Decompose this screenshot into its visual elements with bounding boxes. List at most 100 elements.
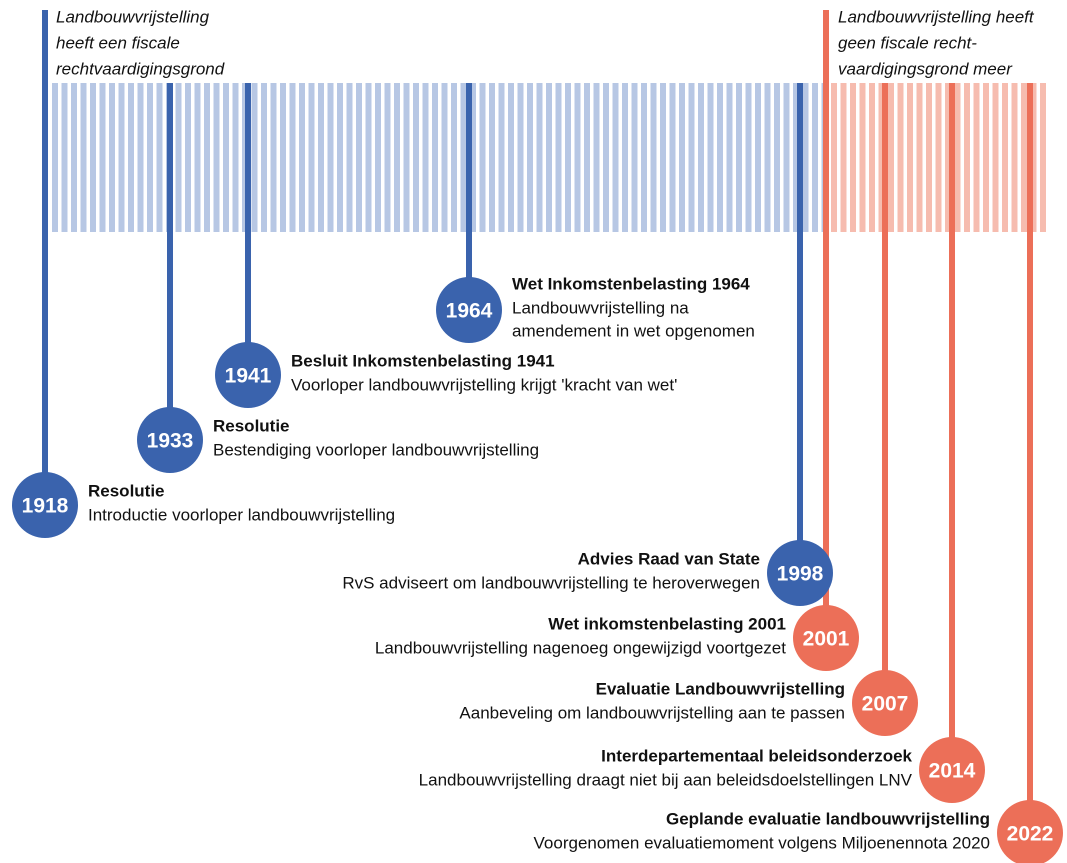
stripe [945, 83, 951, 232]
stripe [337, 83, 343, 232]
stripe [650, 83, 657, 232]
timeline-line [42, 10, 48, 505]
stripe [52, 83, 58, 232]
stripe [964, 83, 970, 232]
stripe [897, 83, 904, 232]
event-description: Bestendiging voorloper landbouwvrijstell… [213, 440, 539, 459]
event-title: Resolutie [213, 416, 290, 435]
stripe [489, 83, 495, 232]
event-description: RvS adviseert om landbouwvrijstelling te… [342, 573, 760, 592]
stripe [137, 83, 144, 232]
stripe [840, 83, 847, 232]
event-title: Besluit Inkomstenbelasting 1941 [291, 351, 555, 370]
stripe [888, 83, 894, 232]
stripe [147, 83, 153, 232]
stripe [1021, 83, 1027, 232]
annotation: Landbouwvrijstelling heeft [838, 7, 1035, 26]
stripe [783, 83, 790, 232]
year-label: 2007 [862, 693, 909, 716]
stripe [517, 83, 524, 232]
event-title: Wet inkomstenbelasting 2001 [548, 614, 786, 633]
year-circle [12, 472, 78, 538]
timeline-line [797, 83, 803, 573]
year-label: 1918 [22, 495, 69, 518]
event-title: Resolutie [88, 481, 165, 500]
stripe [299, 83, 305, 232]
annotation: Landbouwvrijstelling [56, 7, 210, 26]
event-description: Landbouwvrijstelling na [512, 298, 689, 317]
stripe [413, 83, 419, 232]
event-description: Voorgenomen evaluatiemoment volgens Milj… [534, 833, 990, 852]
event-description: Voorloper landbouwvrijstelling krijgt 'k… [291, 375, 677, 394]
event-title: Wet Inkomstenbelasting 1964 [512, 274, 750, 293]
event-description: Landbouwvrijstelling nagenoeg ongewijzig… [375, 638, 786, 657]
event-title: Evaluatie Landbouwvrijstelling [596, 679, 845, 698]
stripe [793, 83, 799, 232]
stripe [764, 83, 771, 232]
event-description: Introductie voorloper landbouwvrijstelli… [88, 505, 395, 524]
stripe [669, 83, 676, 232]
stripe [935, 83, 942, 232]
stripe [641, 83, 647, 232]
stripe [403, 83, 410, 232]
stripe [308, 83, 315, 232]
stripe [318, 83, 324, 232]
year-label: 2014 [929, 760, 976, 783]
stripe [688, 83, 695, 232]
stripe [726, 83, 733, 232]
stripe [71, 83, 77, 232]
stripe [394, 83, 400, 232]
year-label: 1964 [446, 300, 493, 323]
stripe [698, 83, 704, 232]
stripe [261, 83, 267, 232]
stripe [327, 83, 334, 232]
stripe [983, 83, 989, 232]
stripe [593, 83, 600, 232]
stripe [80, 83, 87, 232]
stripe [270, 83, 277, 232]
annotation: heeft een fiscale [56, 33, 180, 52]
year-circle [436, 277, 502, 343]
stripe [118, 83, 125, 232]
year-circle [919, 737, 985, 803]
timeline-line [167, 83, 173, 440]
stripe [584, 83, 590, 232]
stripe [717, 83, 723, 232]
year-circle [852, 670, 918, 736]
stripe [356, 83, 362, 232]
stripe [213, 83, 220, 232]
event-description: Aanbeveling om landbouwvrijstelling aan … [459, 703, 845, 722]
stripe [251, 83, 258, 232]
stripe [546, 83, 552, 232]
year-circle [215, 342, 281, 408]
stripe [745, 83, 752, 232]
stripe [907, 83, 913, 232]
stripe [384, 83, 391, 232]
stripe [280, 83, 286, 232]
timeline-line [882, 83, 888, 703]
event-description: amendement in wet opgenomen [512, 321, 755, 340]
stripe [109, 83, 115, 232]
stripe [498, 83, 505, 232]
stripe [869, 83, 875, 232]
year-label: 1941 [225, 365, 272, 388]
year-circle [767, 540, 833, 606]
annotation: vaardigingsgrond meer [838, 59, 1013, 78]
timeline-line [466, 83, 472, 310]
stripe [631, 83, 638, 232]
stripe [432, 83, 438, 232]
stripe [555, 83, 562, 232]
stripe [90, 83, 96, 232]
stripe [422, 83, 429, 232]
stripe [859, 83, 866, 232]
event-title: Advies Raad van State [578, 549, 760, 568]
annotation: rechtvaardigingsgrond [56, 59, 225, 78]
stripe [128, 83, 134, 232]
stripe [878, 83, 885, 232]
year-label: 2001 [803, 628, 850, 651]
stripe [802, 83, 809, 232]
annotation: geen fiscale recht- [838, 33, 977, 52]
stripe [460, 83, 467, 232]
stripe [232, 83, 239, 232]
